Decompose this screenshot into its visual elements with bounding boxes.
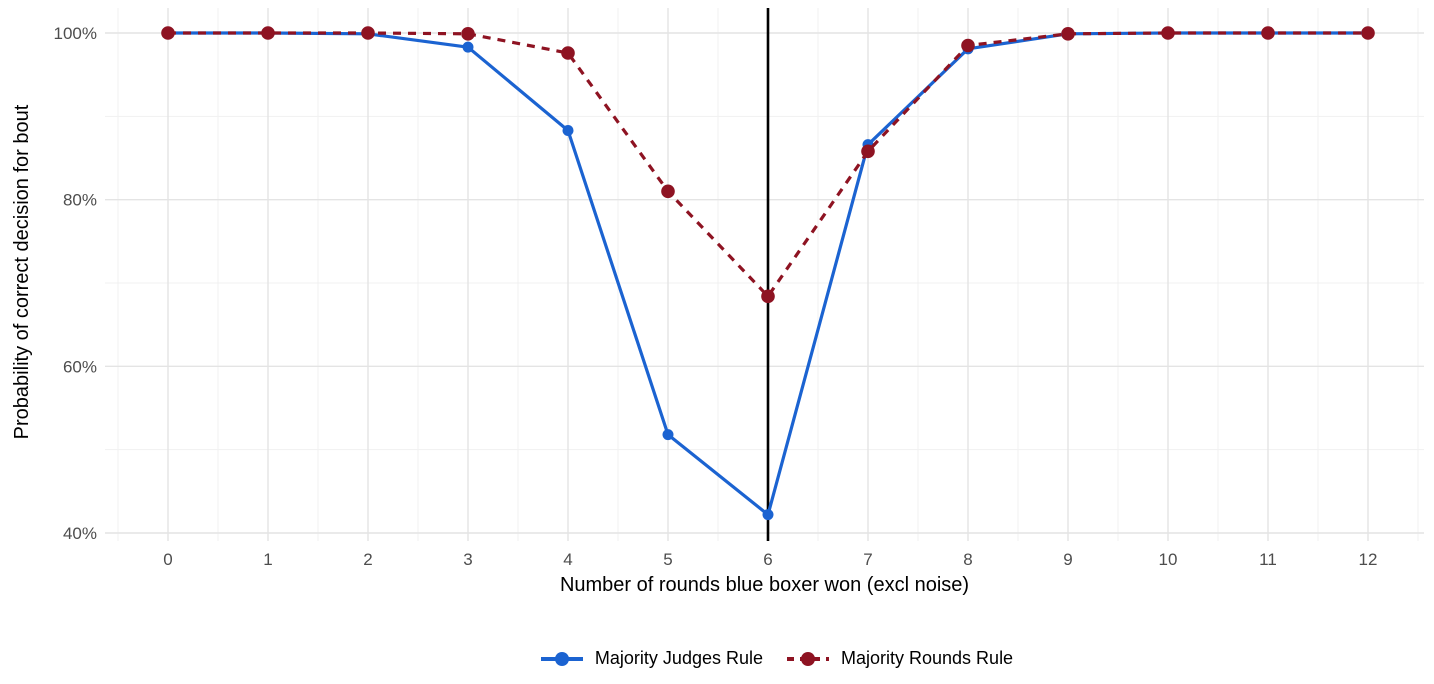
y-tick-label: 60% <box>63 357 97 376</box>
y-axis-title: Probability of correct decision for bout <box>11 104 33 440</box>
legend-key-solid-line-dot-icon <box>540 651 583 666</box>
x-tick-label: 11 <box>1259 550 1277 569</box>
plot-area: 100%80%60%40%0 1 2 3 4 5 6 7 8 9 10 11 12 <box>54 8 1424 569</box>
y-tick-label: 80% <box>63 191 97 210</box>
y-tick-label: 100% <box>54 24 97 43</box>
legend-key-dashed-line-dot-icon <box>787 651 829 666</box>
data-point-majority-rounds-rule <box>161 26 175 40</box>
x-tick-label: 6 <box>763 550 772 569</box>
data-point-majority-rounds-rule <box>461 27 475 41</box>
data-point-majority-rounds-rule <box>561 46 575 60</box>
data-point-majority-judges-rule <box>662 429 674 441</box>
x-tick-label: 2 <box>363 550 372 569</box>
legend-label-majority-judges: Majority Judges Rule <box>594 648 763 668</box>
x-tick-label: 4 <box>563 550 572 569</box>
x-tick-label: 8 <box>963 550 972 569</box>
x-tick-label: 7 <box>863 550 872 569</box>
legend: Majority Judges Rule Majority Rounds Rul… <box>0 648 1434 669</box>
data-point-majority-rounds-rule <box>261 26 275 40</box>
data-point-majority-rounds-rule <box>361 26 375 40</box>
x-tick-label: 10 <box>1159 550 1178 569</box>
x-tick-label: 0 <box>163 550 172 569</box>
data-point-majority-rounds-rule <box>961 38 975 53</box>
x-tick-label: 12 <box>1359 550 1378 569</box>
x-tick-label: 5 <box>663 550 672 569</box>
data-point-majority-judges-rule <box>562 125 574 136</box>
legend-item-majority-rounds: Majority Rounds Rule <box>785 648 1013 669</box>
data-point-majority-rounds-rule <box>861 144 875 159</box>
legend-item-majority-judges: Majority Judges Rule <box>539 648 763 669</box>
legend-label-majority-rounds: Majority Rounds Rule <box>841 648 1014 668</box>
y-tick-label: 40% <box>63 524 97 543</box>
data-point-majority-judges-rule <box>462 41 474 53</box>
x-tick-label: 1 <box>263 550 272 569</box>
data-point-majority-judges-rule <box>762 509 774 521</box>
x-axis-title: Number of rounds blue boxer won (excl no… <box>559 574 970 596</box>
x-tick-label: 9 <box>1063 550 1072 569</box>
data-point-majority-rounds-rule <box>1361 26 1375 40</box>
data-point-majority-rounds-rule <box>1061 27 1075 41</box>
data-point-majority-rounds-rule <box>661 184 675 199</box>
data-point-majority-rounds-rule <box>1261 26 1275 40</box>
x-tick-label: 3 <box>463 550 472 569</box>
data-point-majority-rounds-rule <box>1161 26 1175 40</box>
data-point-majority-rounds-rule <box>761 289 775 304</box>
